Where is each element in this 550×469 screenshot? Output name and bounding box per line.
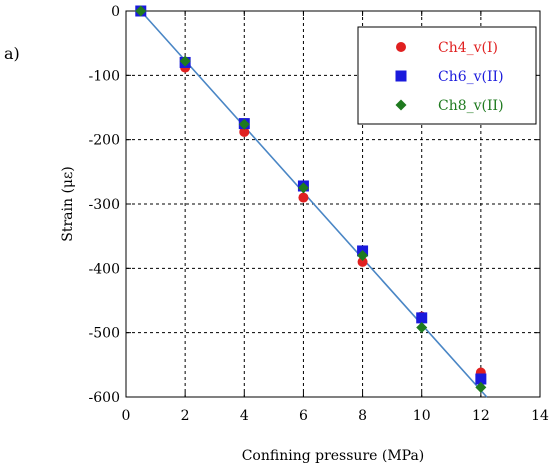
y-tick-label: 0 <box>111 4 120 20</box>
x-tick-label: 4 <box>240 408 249 424</box>
y-tick-label: -100 <box>89 68 120 84</box>
data-point-diamond <box>238 118 250 130</box>
x-tick-label: 10 <box>413 408 431 424</box>
legend-label: Ch8_v(II) <box>438 98 504 114</box>
data-point-diamond <box>416 322 428 334</box>
data-point-circle <box>298 192 309 203</box>
x-tick-label: 6 <box>299 408 308 424</box>
legend-marker-square <box>395 70 407 82</box>
data-points <box>135 5 487 393</box>
x-axis-title: Confining pressure (MPa) <box>242 448 425 464</box>
x-tick-label: 0 <box>122 408 131 424</box>
x-tick-label: 12 <box>472 408 490 424</box>
y-tick-label: -300 <box>89 197 120 213</box>
y-axis-title: Strain (με) <box>60 166 76 241</box>
legend: Ch4_v(I) Ch6_v(II) Ch8_v(II) <box>357 26 537 125</box>
legend-label: Ch4_v(I) <box>438 40 498 56</box>
data-point-diamond <box>297 182 309 194</box>
y-tick-label: -500 <box>89 326 120 342</box>
legend-box <box>357 26 537 125</box>
data-point-circle <box>357 256 368 267</box>
data-point-square <box>416 312 428 324</box>
ticks: 0 2 4 6 8 10 12 14 0 -100 -200 -300 -400 -500 -600 <box>89 4 549 424</box>
x-tick-label: 2 <box>181 408 190 424</box>
y-tick-label: -200 <box>89 133 120 149</box>
legend-marker-diamond <box>395 99 407 111</box>
data-point-diamond <box>179 55 191 67</box>
data-point-diamond <box>475 381 487 393</box>
data-point-circle <box>239 126 250 137</box>
data-point-diamond <box>357 249 369 261</box>
y-tick-label: -400 <box>89 261 120 277</box>
fit-line <box>140 10 488 398</box>
fit-line-segment <box>140 10 488 398</box>
data-point-diamond <box>135 5 147 17</box>
panel-label: a) <box>4 44 20 63</box>
legend-marker-circle <box>396 42 406 52</box>
legend-label: Ch6_v(II) <box>438 69 504 85</box>
x-tick-label: 14 <box>531 408 549 424</box>
data-point-square <box>475 373 487 385</box>
y-tick-label: -600 <box>89 390 120 406</box>
x-tick-label: 8 <box>358 408 367 424</box>
